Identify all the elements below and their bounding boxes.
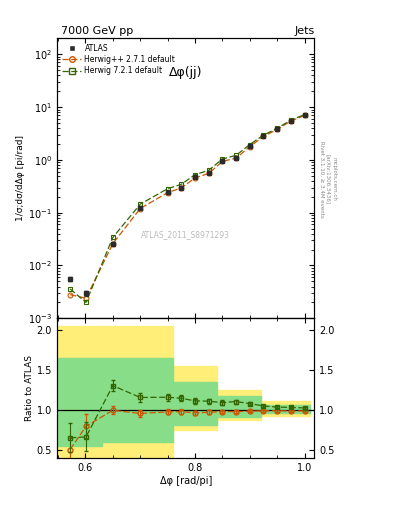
Text: Jets: Jets — [294, 26, 314, 36]
Text: Rivet 3.1.10, ≥ 3.4M events: Rivet 3.1.10, ≥ 3.4M events — [319, 141, 324, 218]
Text: 7000 GeV pp: 7000 GeV pp — [61, 26, 133, 36]
Text: [arXiv:1306.3436]: [arXiv:1306.3436] — [325, 154, 331, 204]
X-axis label: Δφ [rad/pi]: Δφ [rad/pi] — [160, 476, 212, 486]
Legend: ATLAS, Herwig++ 2.7.1 default, Herwig 7.2.1 default: ATLAS, Herwig++ 2.7.1 default, Herwig 7.… — [61, 42, 177, 77]
Y-axis label: Ratio to ATLAS: Ratio to ATLAS — [25, 355, 34, 421]
Text: Δφ(jj): Δφ(jj) — [169, 67, 202, 79]
Text: ATLAS_2011_S8971293: ATLAS_2011_S8971293 — [141, 230, 230, 239]
Y-axis label: 1/σ;dσ/dΔφ [pi/rad]: 1/σ;dσ/dΔφ [pi/rad] — [17, 135, 26, 221]
Text: mcplots.cern.ch: mcplots.cern.ch — [332, 157, 337, 201]
